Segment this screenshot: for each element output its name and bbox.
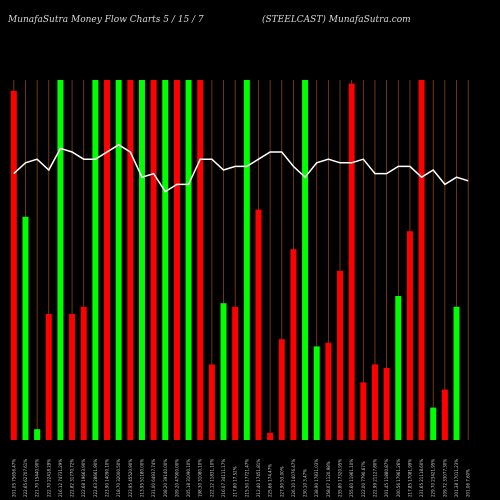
bar-6 [69, 314, 76, 440]
x-tick-label: 200.56 17961.26% [396, 459, 401, 497]
x-tick-label: 215.50 17721.47% [244, 459, 249, 497]
bar-9 [104, 80, 111, 440]
bar-27 [313, 346, 320, 440]
bar-32 [371, 364, 378, 440]
bar-22 [255, 209, 262, 440]
x-tick-label: 258.07 1120.98% [326, 461, 331, 497]
bar-2 [22, 216, 29, 440]
bar-18 [208, 364, 215, 440]
bar-35 [406, 231, 413, 440]
bar-30 [348, 83, 355, 440]
x-tick-label: 217.80 17.52% [233, 466, 238, 497]
bar-34 [395, 296, 402, 440]
x-tick-label: 205.18 31090.10% [186, 459, 191, 497]
x-tick-label: 222.82 31770.72% [70, 459, 75, 497]
x-tick-label: 255.60 11961.10% [349, 459, 354, 497]
bar-17 [197, 80, 204, 440]
bar-3 [34, 429, 41, 440]
x-tick-label: 229.70 23421.95% [431, 459, 436, 497]
bar-37 [430, 407, 437, 440]
x-tick-label: 222.12 11831.10% [209, 459, 214, 497]
bar-10 [115, 80, 122, 440]
bar-5 [57, 80, 64, 440]
x-tick-label: 201.06 7.60% [466, 469, 471, 497]
x-tick-label: 222.00 7790.67% [361, 461, 366, 497]
bar-13 [150, 80, 157, 440]
x-tick-label: 225.66 174.47% [268, 464, 273, 497]
x-tick-label: 231.00 64937.74% [151, 459, 156, 497]
line-layer [13, 143, 469, 193]
flow-line [13, 143, 469, 193]
bar-4 [45, 314, 52, 440]
x-tick-label: 217.85 17081.99% [407, 459, 412, 497]
bar-20 [232, 306, 239, 440]
x-tick-label: 209.20 47900.00% [174, 459, 179, 497]
chart-header-left: MunafaSutra Money Flow Charts 5 / 15 / 7 [8, 15, 204, 25]
bar-28 [325, 342, 332, 440]
x-tick-label: 222.63 28661.90% [93, 459, 98, 497]
bar-layer [10, 80, 460, 441]
x-tick-label: 235.80 17320.95% [338, 459, 343, 497]
bar-8 [92, 80, 99, 440]
x-tick-label: 222.68 19663.90% [81, 459, 86, 497]
x-tick-label: 209.72 33077.30% [442, 459, 447, 497]
x-tick-label: 231.65 21118.60% [419, 459, 424, 497]
x-tick-label: 223.95 45520.90% [128, 459, 133, 497]
x-tick-label: 213.95 51180.00% [139, 459, 144, 497]
bar-16 [185, 80, 192, 440]
x-tick-label: 208.20 39140.00% [163, 459, 168, 497]
x-tick-label: 218.70 32000.50% [116, 459, 121, 497]
x-tick-label: 223.90 14090.10% [105, 459, 110, 497]
x-tick-label: 216.07 34111.17% [221, 459, 226, 497]
x-tick-label: 226.10 14076.47% [291, 459, 296, 497]
x-tick-label: 198.30 31080.10% [198, 459, 203, 497]
bar-15 [173, 80, 180, 440]
x-tick-label: 222.65 62707.61% [23, 459, 28, 497]
bar-36 [418, 80, 425, 440]
x-tick-label: 221.70 15440.90% [35, 459, 40, 497]
x-tick-label: 201.45 11880.87% [384, 459, 389, 497]
bar-21 [243, 80, 250, 440]
x-tick-label: 201.38 17011.23% [454, 459, 459, 497]
x-tick-label: 222.70 22418.29% [46, 459, 51, 497]
bar-38 [441, 389, 448, 440]
bar-23 [267, 432, 274, 440]
chart-header-right: (STEELCAST) MunafaSutra.com [262, 15, 411, 25]
bar-7 [80, 306, 87, 440]
x-tick-label: 227.90 53.00% [279, 466, 284, 497]
bar-1 [10, 90, 17, 441]
x-tick-label: 222.99 21127.80% [372, 459, 377, 497]
bar-14 [162, 80, 169, 440]
bar-31 [360, 382, 367, 440]
bar-25 [290, 249, 297, 440]
bar-33 [383, 368, 390, 440]
bar-39 [453, 306, 460, 440]
bar-24 [278, 339, 285, 440]
x-tick-label: 212.40 17451.81% [256, 459, 261, 497]
bar-29 [337, 270, 344, 440]
x-tick-label: 230.10 3.47% [303, 469, 308, 497]
bar-12 [138, 80, 145, 440]
x-tick-label: 201.05 75656.47% [11, 459, 16, 497]
bar-19 [220, 303, 227, 440]
x-tick-label: 238.90 17831.03% [314, 459, 319, 497]
bar-11 [127, 80, 134, 440]
x-tick-label: 216.12 74731.29% [58, 459, 63, 497]
x-tick-labels: 201.05 75656.47% 222.65 62707.61% 221.70 1… [11, 459, 470, 497]
bar-26 [302, 80, 309, 440]
